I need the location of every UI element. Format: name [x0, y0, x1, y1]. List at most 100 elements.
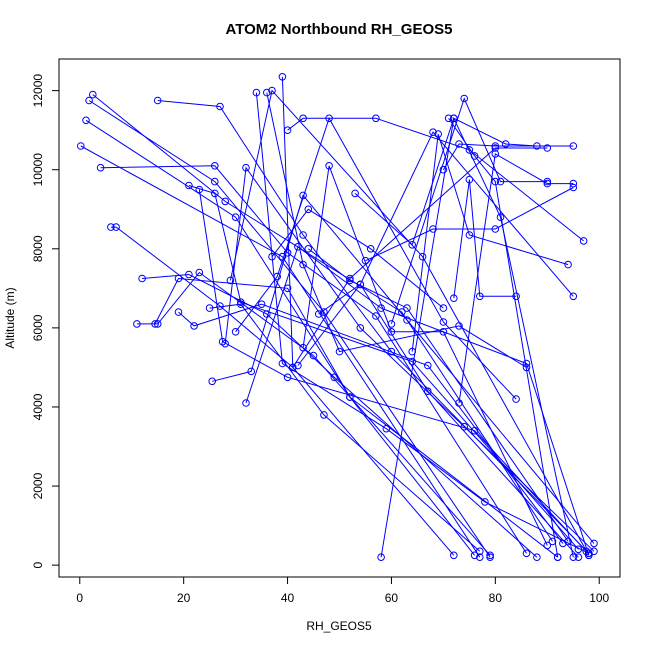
data-point — [335, 347, 344, 356]
data-point — [356, 280, 365, 289]
data-point — [242, 399, 250, 407]
data-point — [429, 225, 437, 233]
data-point — [208, 377, 216, 386]
data-point — [153, 96, 162, 105]
data-point — [403, 304, 411, 312]
data-point — [501, 140, 510, 148]
x-tick-label: 20 — [177, 591, 191, 605]
data-point — [372, 312, 380, 320]
data-point — [476, 292, 484, 301]
series-line-16 — [229, 89, 590, 556]
series-line-19 — [255, 92, 590, 554]
y-tick-label: 6000 — [31, 314, 45, 341]
data-point — [299, 114, 307, 123]
data-point — [299, 231, 307, 239]
data-point — [470, 426, 479, 435]
series-line-1 — [85, 119, 475, 556]
data-point — [455, 140, 463, 148]
series-line-8 — [154, 277, 559, 558]
data-point — [569, 142, 578, 150]
data-point — [231, 213, 240, 221]
data-point — [195, 185, 204, 194]
data-point — [351, 189, 359, 198]
series-line-31 — [390, 97, 548, 325]
y-tick-label: 8000 — [31, 235, 45, 262]
data-point — [221, 197, 229, 206]
data-point — [569, 553, 578, 562]
data-point — [439, 328, 448, 336]
data-point — [366, 245, 375, 253]
series-line-15 — [224, 166, 595, 552]
series-line-3 — [92, 94, 553, 542]
data-point — [564, 537, 572, 546]
data-point — [283, 126, 292, 134]
data-point — [450, 551, 458, 560]
data-point — [574, 553, 583, 562]
data-point — [85, 96, 93, 105]
x-axis-label: RH_GEOS5 — [306, 619, 372, 633]
data-point — [299, 343, 307, 352]
data-point — [387, 320, 396, 328]
series-line-27 — [318, 131, 574, 315]
data-point — [470, 551, 479, 560]
data-point — [408, 241, 417, 249]
series-line-33 — [442, 143, 574, 170]
series-line-20 — [266, 92, 527, 368]
x-tick-label: 80 — [489, 591, 503, 605]
y-tick-label: 12000 — [31, 74, 45, 108]
data-point — [82, 116, 90, 125]
data-point — [205, 304, 214, 312]
data-point — [439, 165, 448, 174]
data-point — [304, 245, 313, 253]
data-point — [491, 142, 500, 150]
series-line-6 — [136, 271, 491, 556]
data-point — [476, 547, 484, 556]
data-point — [398, 308, 406, 316]
data-point — [429, 128, 437, 136]
series-line-21 — [271, 208, 444, 309]
data-point — [112, 223, 120, 231]
data-point — [211, 189, 219, 198]
data-point — [185, 270, 193, 279]
data-point — [496, 177, 505, 186]
x-tick-label: 0 — [76, 591, 83, 605]
series-line-2 — [88, 100, 491, 558]
data-point — [476, 553, 484, 562]
series-line-29 — [365, 187, 574, 262]
series-line-24 — [297, 283, 579, 558]
series-line-0 — [80, 145, 481, 558]
y-axis: 0 2000 4000 6000 8000 10000 12000 — [31, 74, 60, 568]
series-line-12 — [198, 189, 587, 552]
y-tick-label: 2000 — [31, 472, 45, 499]
data-point — [543, 144, 552, 152]
data-point — [533, 553, 541, 562]
data-point — [470, 152, 479, 160]
data-point — [455, 322, 463, 330]
data-point — [450, 114, 458, 123]
data-point — [382, 424, 391, 433]
data-point — [486, 553, 494, 562]
data-point — [418, 252, 427, 261]
data-point — [585, 551, 593, 560]
data-point — [320, 411, 328, 419]
series-line-18 — [245, 245, 590, 556]
data-point — [569, 183, 578, 192]
series-line-36 — [458, 153, 574, 404]
data-point — [512, 395, 520, 403]
data-point — [89, 90, 97, 99]
data-point — [174, 308, 183, 316]
series-line-7 — [142, 273, 538, 558]
data-point — [403, 316, 411, 324]
series-line-28 — [354, 116, 574, 558]
x-tick-label: 60 — [385, 591, 399, 605]
data-point — [151, 320, 159, 328]
data-point — [387, 328, 396, 336]
data-point — [465, 146, 474, 154]
data-point — [408, 347, 417, 356]
data-point — [579, 237, 588, 245]
data-point — [278, 73, 287, 81]
series-layer — [77, 73, 598, 562]
data-point — [77, 142, 85, 150]
